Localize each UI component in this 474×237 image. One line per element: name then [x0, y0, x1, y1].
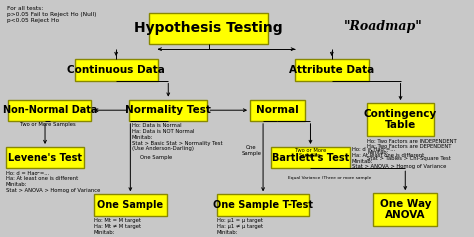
Text: Ho: d = Haσ²=...
Ha: At least one is different
Minitab:
Stat > ANOVA > Homog of : Ho: d = Haσ²=... Ha: At least one is dif… — [6, 171, 100, 193]
Text: Ho: Two Factors are INDEPENDENT
Ha: Two Factors are DEPENDENT
Minitab:
Stat > Ta: Ho: Two Factors are INDEPENDENT Ha: Two … — [367, 139, 457, 161]
Text: Ho: d = Haσ²=...
Ha: At least one is different
Minitab:
Stat > ANOVA > Homog of : Ho: d = Haσ²=... Ha: At least one is dif… — [352, 147, 447, 169]
Text: For all tests:
p>0.05 Fail to Reject Ho (Null)
p<0.05 Reject Ho: For all tests: p>0.05 Fail to Reject Ho … — [7, 6, 97, 23]
Text: One Sample: One Sample — [140, 155, 173, 160]
Text: Normal: Normal — [256, 105, 299, 115]
Text: Levene's Test: Levene's Test — [8, 153, 82, 163]
Text: Contingency
Table: Contingency Table — [364, 109, 437, 130]
FancyBboxPatch shape — [250, 100, 304, 121]
Text: One Sample T-Test: One Sample T-Test — [213, 200, 313, 210]
FancyBboxPatch shape — [217, 194, 309, 216]
Text: Bartlett's Test: Bartlett's Test — [272, 153, 349, 163]
FancyBboxPatch shape — [94, 194, 167, 216]
Text: Normality Test: Normality Test — [125, 105, 211, 115]
Text: One Sample: One Sample — [97, 200, 164, 210]
Text: Two or More Samples: Two or More Samples — [19, 122, 75, 127]
Text: Continuous Data: Continuous Data — [67, 65, 165, 75]
Text: Non-Normal Data: Non-Normal Data — [2, 105, 97, 115]
FancyBboxPatch shape — [295, 59, 368, 81]
FancyBboxPatch shape — [367, 103, 434, 136]
FancyBboxPatch shape — [149, 13, 268, 44]
FancyBboxPatch shape — [6, 147, 84, 168]
FancyBboxPatch shape — [271, 147, 350, 168]
FancyBboxPatch shape — [373, 193, 437, 226]
Text: Attribute Data: Attribute Data — [289, 65, 374, 75]
Text: "Roadmap": "Roadmap" — [344, 20, 422, 32]
FancyBboxPatch shape — [8, 100, 91, 121]
Text: Two or More
Samples: Two or More Samples — [295, 148, 326, 158]
FancyBboxPatch shape — [129, 100, 207, 121]
FancyBboxPatch shape — [75, 59, 157, 81]
Text: Ho: Mt = M target
Ha: Mt ≠ M target
Minitab:: Ho: Mt = M target Ha: Mt ≠ M target Mini… — [94, 218, 141, 235]
Text: Hypothesis Testing: Hypothesis Testing — [134, 21, 283, 36]
Text: One Way
ANOVA: One Way ANOVA — [380, 199, 431, 220]
Text: One
Sample: One Sample — [241, 145, 261, 156]
Text: Equal Variance (Three or more sample: Equal Variance (Three or more sample — [288, 176, 371, 180]
Text: Ho: Data is Normal
Ha: Data is NOT Normal
Minitab:
Stat > Basic Stat > Normality: Ho: Data is Normal Ha: Data is NOT Norma… — [131, 123, 222, 151]
Text: Ho: μ1 = μ target
Ha: μ1 ≠ μ target
Minitab:: Ho: μ1 = μ target Ha: μ1 ≠ μ target Mini… — [217, 218, 263, 235]
